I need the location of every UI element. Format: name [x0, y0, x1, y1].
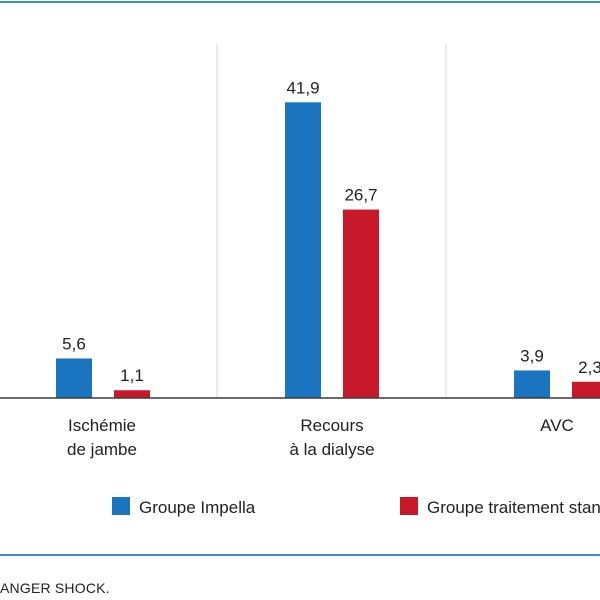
value-label-s1-c2: 41,9	[286, 78, 319, 97]
bottom-frame-line	[0, 554, 600, 556]
category-label-3-line-1: AVC	[540, 416, 574, 435]
figure-caption: ANGER SHOCK.	[0, 580, 110, 596]
value-label-s1-c3: 3,9	[520, 346, 544, 365]
bar-s1-c1	[56, 358, 92, 398]
bar-s2-c1	[114, 390, 150, 398]
category-label-1-line-2: de jambe	[67, 440, 137, 459]
bar-s1-c2	[285, 102, 321, 399]
legend-swatch-1	[112, 497, 130, 515]
value-label-s1-c1: 5,6	[62, 334, 86, 353]
bar-s2-c2	[343, 209, 379, 398]
category-label-2-line-1: Recours	[300, 416, 363, 435]
category-label-2-line-2: à la dialyse	[289, 440, 374, 459]
legend-swatch-2	[400, 497, 418, 515]
legend-label-1: Groupe Impella	[139, 498, 256, 517]
legend-label-2: Groupe traitement standard	[427, 498, 600, 517]
bar-s1-c3	[514, 370, 550, 398]
value-label-s2-c3: 2,3	[578, 358, 600, 377]
bar-chart: 5,6 41,9 3,9 1,1 26,7 2,3 Ischémie de jambe Reco…	[0, 44, 600, 517]
top-frame-line	[0, 1, 600, 3]
bar-s2-c3	[572, 381, 600, 398]
value-label-s2-c2: 26,7	[344, 186, 377, 205]
category-label-1-line-1: Ischémie	[68, 416, 136, 435]
value-label-s2-c1: 1,1	[120, 366, 144, 385]
